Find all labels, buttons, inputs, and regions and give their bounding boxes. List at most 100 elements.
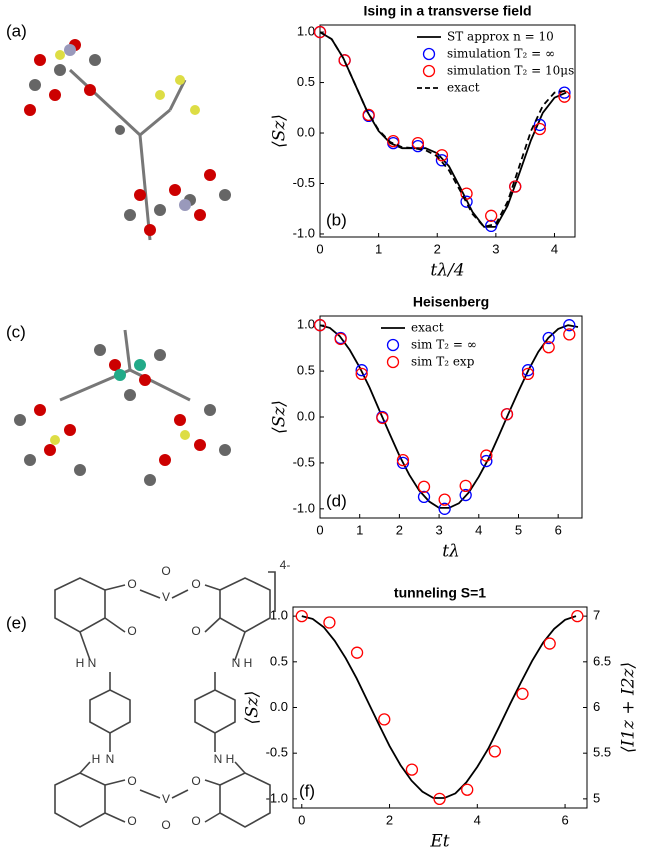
marker: [376, 411, 389, 425]
legend-label: exact: [411, 321, 444, 335]
marker: [459, 488, 472, 502]
y-axis-label: ⟨Sz⟩: [243, 691, 263, 725]
marker: [435, 154, 449, 167]
y-tick-label: -0.5: [293, 454, 315, 469]
legend-swatch: [386, 355, 400, 369]
marker: [516, 687, 529, 700]
marker: [563, 319, 576, 332]
marker: [485, 219, 498, 233]
legend-label: ST approx n = 10: [447, 30, 554, 44]
marker: [323, 616, 336, 629]
y-tick-label: 0.5: [297, 363, 315, 378]
marker: [488, 745, 502, 758]
panel-label: (a): [6, 21, 27, 40]
marker: [396, 456, 410, 470]
atom-label: O: [161, 564, 170, 578]
marker: [338, 54, 351, 67]
marker: [417, 480, 431, 493]
y-tick-label: 1.0: [270, 608, 288, 623]
atom-label: O: [127, 814, 136, 828]
atom-label: 4-: [280, 558, 291, 572]
y-tick-label: 0.5: [270, 653, 288, 668]
marker: [460, 195, 473, 208]
marker: [459, 479, 472, 493]
legend-swatch: [386, 338, 400, 352]
atom-label: H: [226, 752, 235, 766]
y2-axis-label: ⟨I1z + I2z⟩: [619, 662, 639, 753]
marker: [396, 454, 410, 467]
x-tick-label: 3: [492, 241, 499, 256]
panel-annotation: (b): [326, 210, 347, 229]
marker: [485, 209, 498, 222]
legend-label: simulation T₂ = ∞: [447, 47, 555, 61]
legend-label: sim T₂ exp: [411, 355, 475, 369]
atom-label: O: [191, 624, 200, 638]
x-tick-label: 6: [561, 812, 568, 827]
marker: [405, 763, 419, 776]
line: [301, 615, 577, 799]
atom-label: V: [162, 792, 170, 806]
chart-title: Heisenberg: [413, 294, 489, 310]
marker: [438, 502, 451, 515]
x-axis-label: tλ: [442, 542, 460, 562]
y-axis-label: ⟨Sz⟩: [270, 114, 290, 148]
atom-label: H: [244, 656, 253, 670]
atom-label: O: [127, 624, 136, 638]
atom-label: H: [76, 656, 85, 670]
marker: [571, 609, 584, 623]
marker: [313, 319, 327, 332]
chart-title: tunneling S=1: [394, 585, 486, 601]
atom-label: O: [127, 774, 136, 788]
atom-label: V: [162, 590, 170, 604]
y2-tick-label: 5.5: [593, 745, 611, 760]
atom-label: N: [232, 656, 241, 670]
x-tick-label: 2: [396, 522, 403, 537]
atom-label: O: [191, 774, 200, 788]
y-axis-label: ⟨Sz⟩: [270, 400, 290, 434]
y-tick-label: -1.0: [293, 225, 315, 240]
marker: [417, 490, 431, 504]
plot-area: [319, 24, 576, 238]
x-tick-label: 4: [475, 522, 482, 537]
atom-label: N: [106, 752, 115, 766]
legend-label: sim T₂ = ∞: [411, 338, 477, 352]
x-tick-label: 1: [375, 241, 382, 256]
panel-label: (e): [6, 613, 27, 632]
line: [319, 31, 567, 228]
atom-label: O: [191, 814, 200, 828]
x-tick-label: 0: [298, 812, 305, 827]
marker: [533, 122, 546, 136]
marker: [378, 713, 391, 726]
y-tick-label: 1.0: [297, 317, 315, 332]
y-tick-label: 1.0: [297, 24, 315, 39]
marker: [438, 493, 451, 506]
x-tick-label: 0: [316, 241, 323, 256]
x-tick-label: 2: [434, 241, 441, 256]
chart-title: Ising in a transverse field: [363, 3, 531, 19]
marker: [295, 609, 308, 623]
marker: [563, 328, 576, 341]
x-tick-label: 3: [435, 522, 442, 537]
line: [319, 324, 579, 509]
marker: [558, 86, 571, 99]
atom-label: N: [214, 752, 223, 766]
panel-label: (c): [6, 322, 26, 341]
panel-annotation: (f): [299, 781, 315, 800]
y2-tick-label: 6.5: [593, 653, 611, 668]
legend-swatch: [422, 64, 436, 78]
legend-label: simulation T₂ = 10μs: [447, 64, 574, 78]
marker: [542, 331, 555, 345]
y-tick-label: 0.0: [270, 699, 288, 714]
molecule-c: [14, 329, 231, 486]
atom-label: O: [191, 577, 200, 591]
marker: [509, 180, 522, 193]
y2-tick-label: 5: [593, 790, 600, 805]
marker: [334, 332, 347, 346]
atom-label: O: [161, 818, 170, 832]
marker: [521, 364, 535, 377]
x-axis-label: Et: [429, 832, 449, 852]
x-tick-label: 6: [555, 522, 562, 537]
y-tick-label: -1.0: [266, 790, 288, 805]
line: [319, 31, 567, 228]
